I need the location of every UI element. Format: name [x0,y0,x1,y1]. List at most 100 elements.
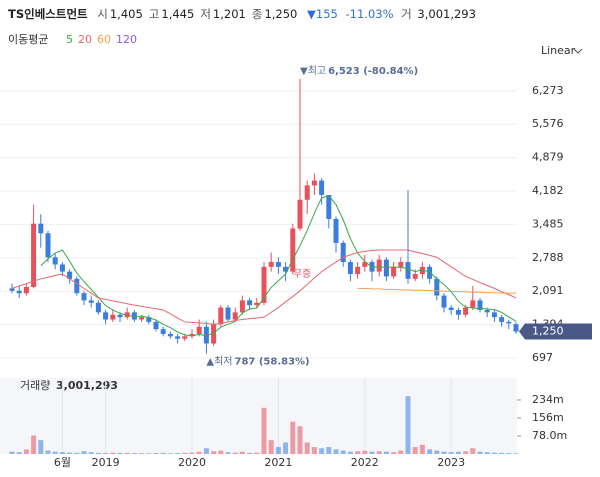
volume-bar [383,451,389,454]
volume-last: 3,001,293 [56,379,118,392]
y-tick-label: 3,485 [532,217,564,230]
volume-bar [427,449,433,454]
candle-body [405,262,411,279]
candle-body [448,307,454,310]
volume-bar [261,407,267,454]
candle-body [31,223,37,287]
quote-value: 1,201 [212,7,246,21]
volume-bar [376,451,382,454]
volume-bar [391,452,397,454]
volume-bar [59,452,65,454]
scale-mode[interactable]: Linear [541,44,576,57]
candle-body [283,266,289,272]
x-tick-label: 2022 [351,456,379,469]
candle-body [16,290,22,294]
candle-body [297,199,303,229]
volume-bar [434,450,440,454]
stock-name: TS인베스트먼트 [8,7,88,21]
volume-bar [398,450,404,454]
x-tick-label: 2023 [437,456,465,469]
quote-header: TS인베스트먼트 시 1,405 고 1,445 저 1,201 종 1,250 ▼155 -… [8,6,482,22]
candle-body [419,266,425,275]
volume-bar [110,452,116,454]
candle-body [441,295,447,308]
ma-title: 이동평균 [8,33,48,46]
dropdown-arrow[interactable] [573,48,583,54]
y-tick-label: 5,576 [532,117,564,130]
candle-body [146,317,152,322]
quote-label: 고 [148,7,160,21]
volume-bar [45,450,51,454]
volume-bar [477,451,483,454]
candle-body [261,266,267,303]
annotation: ▼최고 [300,65,326,77]
volume-bar [203,448,209,454]
volume-bar [268,440,274,454]
volume-bar [304,442,310,454]
candle-body [103,312,109,320]
candle-body [74,278,80,294]
volume-bar [218,450,224,454]
volume-bar [232,452,238,454]
volume-tick-label: 78.0m [532,429,567,442]
ma-line [40,195,517,337]
volume-bar [412,447,418,454]
volume-bar [67,452,73,454]
change: ▼155 [307,7,338,21]
volume-bar [419,444,425,454]
candle-body [477,300,483,310]
volume-bar [491,452,497,454]
volume-bar [182,452,188,454]
volume-bar [88,452,94,454]
y-tick-label: 4,182 [532,184,564,197]
volume-bar [31,435,37,454]
candle-body [412,274,418,279]
volume-bar [355,451,361,454]
volume-bar [103,453,109,454]
volume-bar [239,451,245,454]
candle-body [167,333,173,337]
volume-bar [254,452,260,454]
candle-body [117,314,123,318]
volume-bar [16,452,22,454]
annotation-value: 787 (58.83%) [234,357,309,368]
ma-line [357,287,516,294]
volume-bar [124,452,130,454]
annotation-value: 6,523 (-80.84%) [328,66,418,77]
candle-body [319,180,325,195]
candle-body [311,180,317,186]
candle-body [81,293,87,301]
volume-bar [153,453,159,454]
candle-body [232,312,238,320]
candle-body [383,259,389,277]
candle-body [88,300,94,303]
volume-bar [117,452,123,454]
volume-bar [81,451,87,454]
candle-body [347,262,353,275]
volume-bar [9,451,15,454]
candle-body [52,257,58,265]
volume-bar [369,451,375,454]
candle-body [333,218,339,243]
candle-body [463,307,469,315]
volume-bar [283,442,289,454]
volume-panel [0,378,517,454]
quote-value: 1,250 [264,7,298,21]
price-badge-label: 1,250 [532,325,564,338]
volume-bar [340,450,346,454]
volume-bar [74,452,80,454]
candle-body [160,329,166,334]
y-tick-label: 2,788 [532,251,564,264]
candle-body [218,307,224,325]
volume-bar [405,396,411,454]
quote-label: 시 [97,7,108,21]
candle-body [139,317,145,320]
x-tick-label: 2019 [92,456,120,469]
candle-body [491,312,497,318]
volume-title: 거래량 [20,379,50,392]
volume-tick-label: 234m [532,393,564,406]
candle-body [203,326,209,344]
volume-bar [470,448,476,454]
candle-body [175,336,181,339]
